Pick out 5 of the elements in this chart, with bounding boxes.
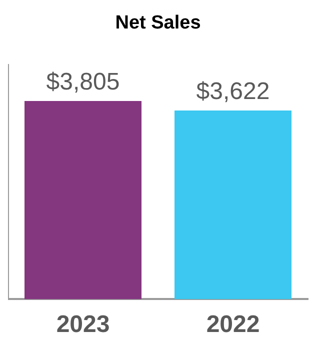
x-tick-label: 2023 [56,311,110,338]
data-label: $3,622 [196,78,270,106]
chart-title: Net Sales [115,12,201,34]
data-label: $3,805 [46,68,120,96]
x-tick-label: 2022 [206,311,260,338]
